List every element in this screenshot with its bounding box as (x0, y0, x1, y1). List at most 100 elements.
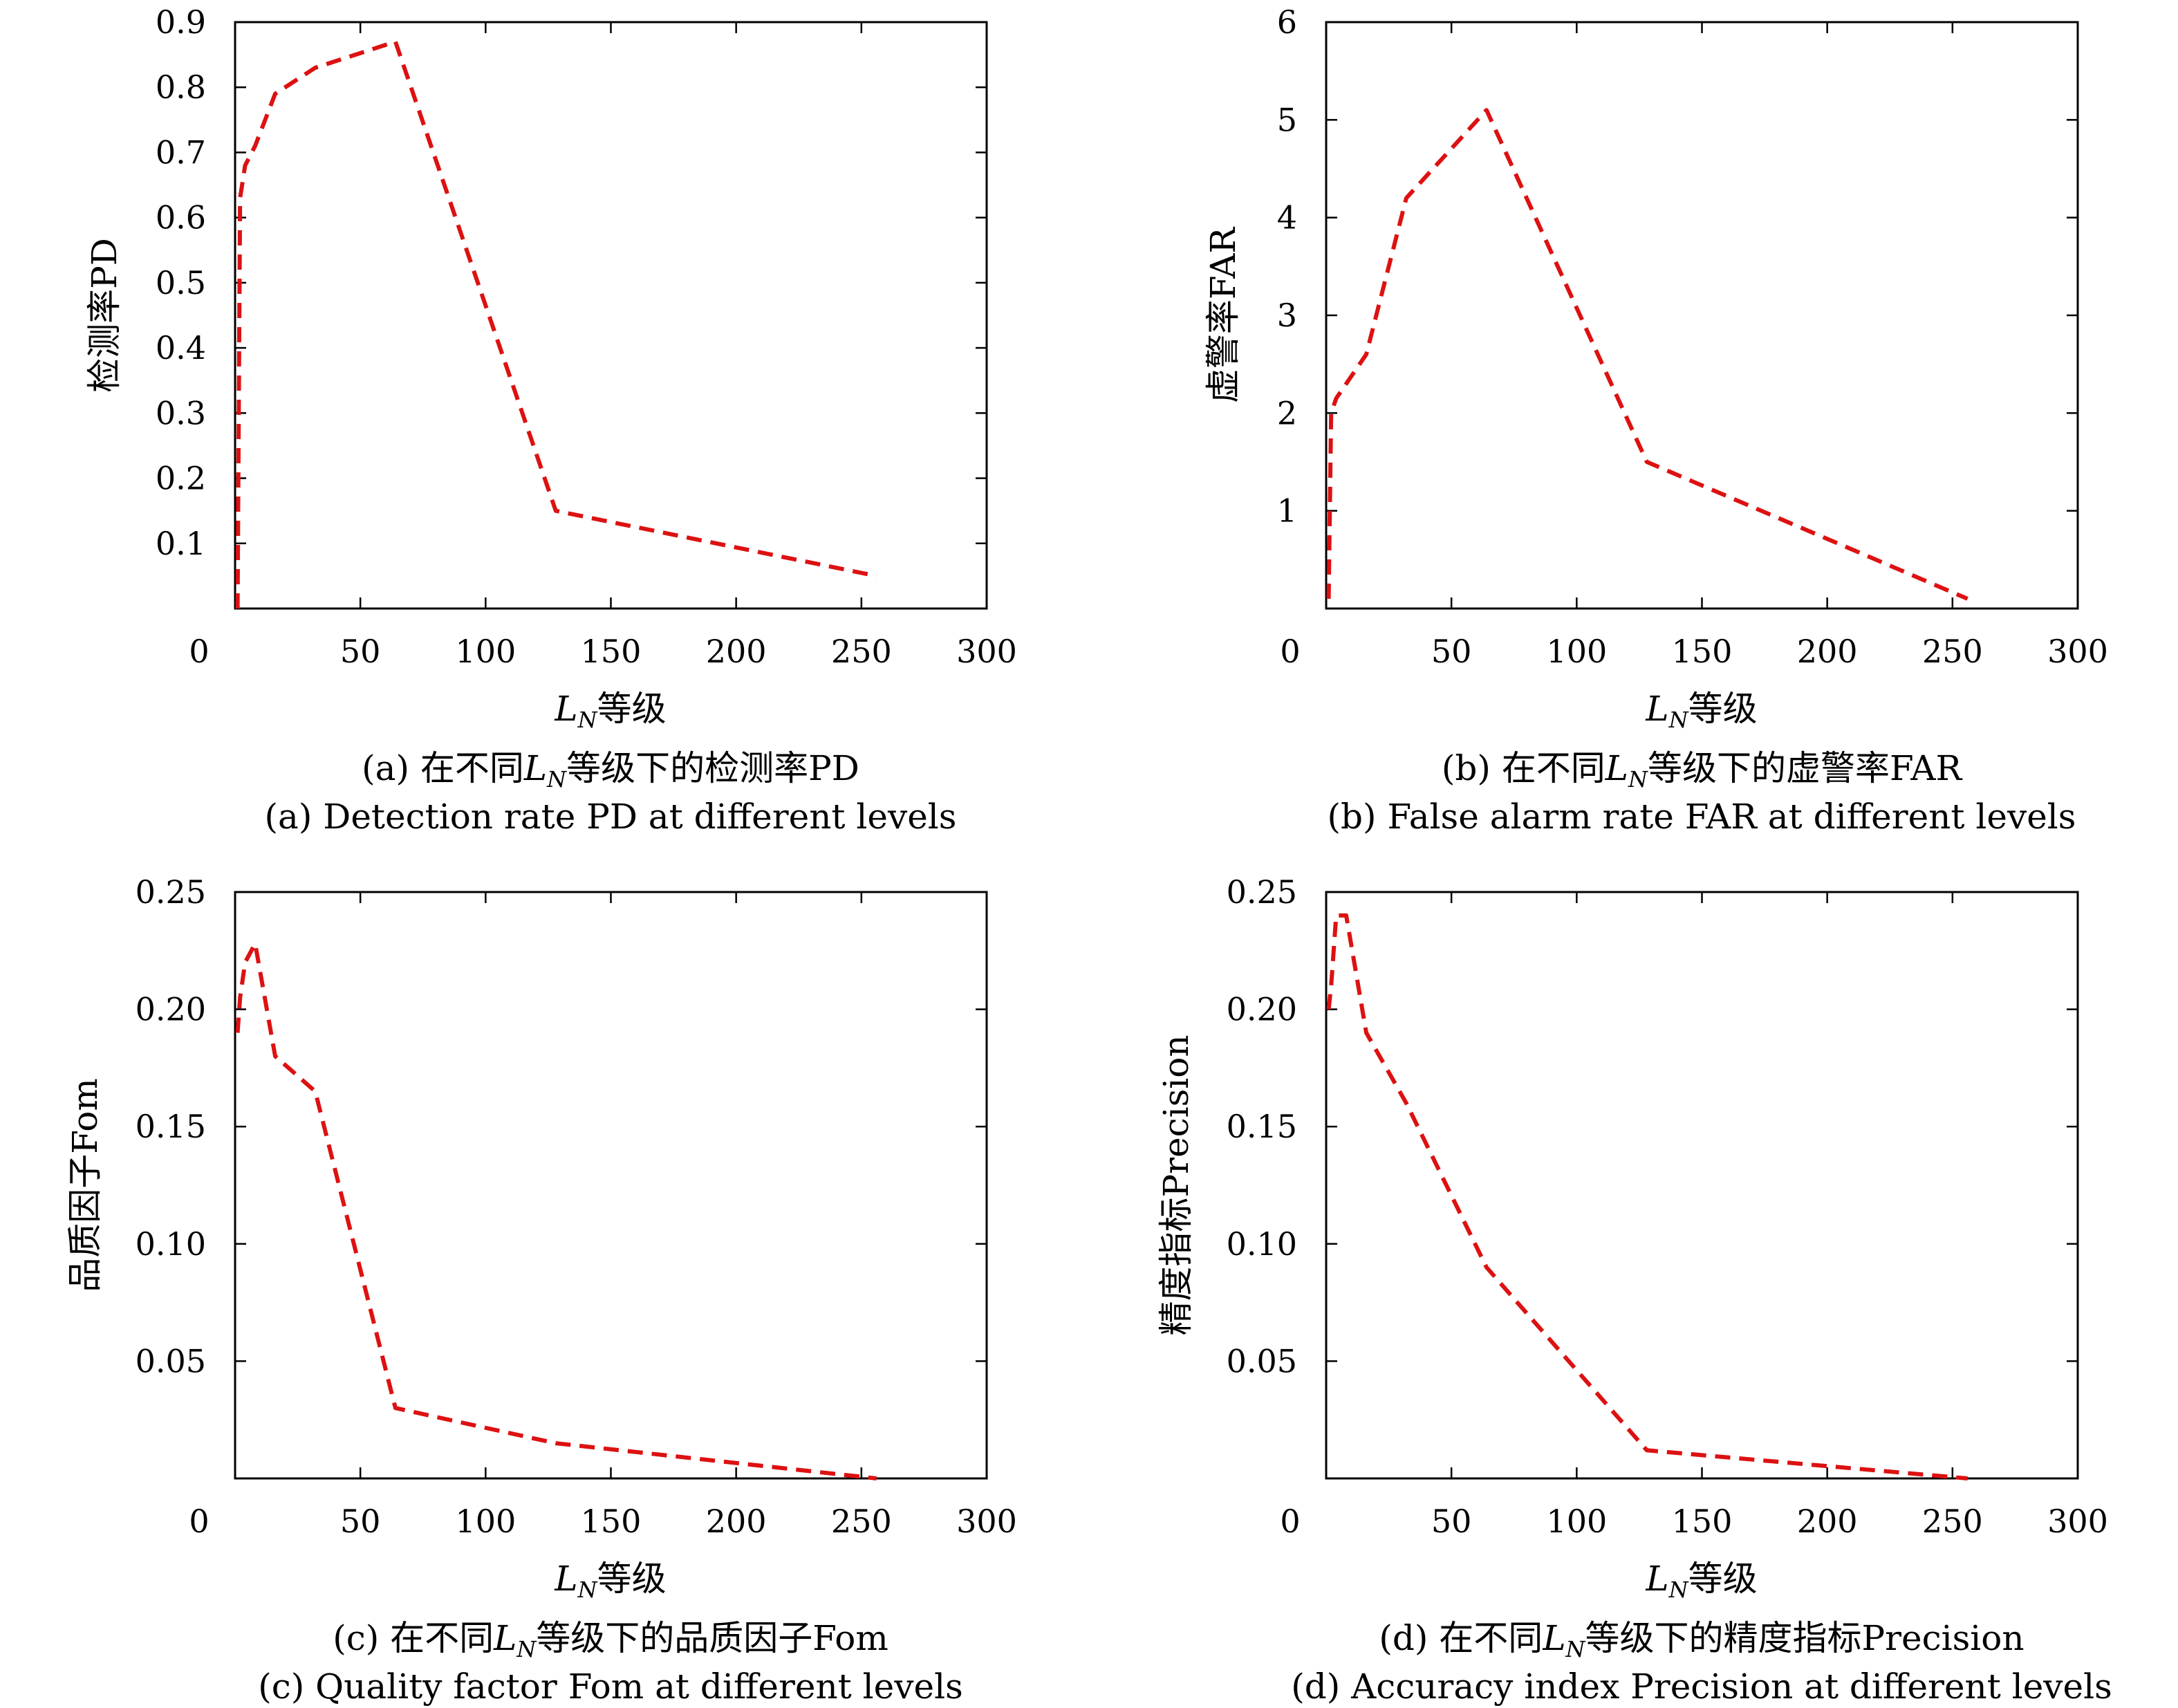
y-tick-label: 0.05 (136, 1342, 206, 1380)
chart-c: 0 50 100 150 200 250 300 0.05 0.10 0.15 0.20 0.25 品质… (65, 873, 1017, 1707)
x-tick-label: 200 (1797, 633, 1858, 670)
plot-frame (1325, 891, 2079, 1480)
caption-cn-math: L (523, 748, 547, 788)
y-axis-label: 精度指标Precision (1156, 1034, 1196, 1335)
x-tick-label: 300 (956, 633, 1017, 670)
x-tick-label: 200 (706, 633, 767, 670)
y-tick-label: 2 (1277, 394, 1297, 431)
x-tick-label: 250 (1922, 1503, 1983, 1540)
x-tick-label: 0 (1280, 633, 1300, 670)
caption-cn: (c) 在不同LN等级下的品质因子Fom (333, 1618, 888, 1662)
x-tick-label: 250 (831, 1503, 892, 1540)
caption-en: (d) Accuracy index Precision at differen… (1291, 1667, 2112, 1707)
x-tick-label: 50 (1431, 1503, 1472, 1540)
y-tick-label: 1 (1277, 492, 1297, 530)
caption-cn: (a) 在不同LN等级下的检测率PD (362, 748, 859, 792)
y-tick-label: 0.1 (156, 525, 206, 562)
x-axis-label-sub: N (577, 1577, 598, 1603)
x-axis-label-math: L (554, 689, 577, 729)
y-tick-label: 4 (1277, 199, 1297, 236)
x-tick-label: 150 (581, 633, 642, 670)
y-tick-label: 0.4 (156, 329, 206, 366)
caption-cn-sub: N (1565, 1636, 1586, 1662)
x-axis-label: LN等级 (554, 1559, 666, 1603)
caption-cn-sub: N (1628, 766, 1648, 792)
x-tick-label: 50 (1431, 633, 1472, 670)
y-tick-label: 0.25 (136, 873, 206, 911)
caption-cn-math: L (493, 1618, 516, 1658)
y-tick-label: 0.7 (156, 133, 206, 171)
y-tick-label: 0.3 (156, 394, 206, 431)
caption-cn-prefix: (d) 在不同 (1379, 1618, 1543, 1658)
x-tick-label: 0 (189, 1503, 209, 1540)
caption-cn-prefix: (a) 在不同 (362, 748, 524, 788)
x-axis-label-text: 等级 (1688, 689, 1758, 729)
y-tick-label: 0.10 (1227, 1225, 1297, 1263)
caption-cn-sub: N (516, 1636, 537, 1662)
x-tick-label: 50 (340, 1503, 381, 1540)
x-axis-label-sub: N (577, 707, 598, 733)
x-tick-label: 250 (1922, 633, 1983, 670)
caption-cn-prefix: (c) 在不同 (333, 1618, 494, 1658)
y-tick-label: 0.6 (156, 199, 206, 236)
y-tick-label: 0.10 (136, 1225, 206, 1263)
y-tick-label: 0.25 (1227, 873, 1297, 911)
caption-cn-suffix: 等级下的检测率PD (566, 748, 859, 788)
caption-cn: (d) 在不同LN等级下的精度指标Precision (1379, 1618, 2024, 1662)
caption-cn-suffix: 等级下的精度指标Precision (1585, 1618, 2025, 1658)
x-axis-label: LN等级 (554, 689, 666, 733)
caption-cn-sub: N (546, 766, 567, 792)
x-tick-label: 150 (1672, 633, 1733, 670)
chart-a: 0 50 100 150 200 250 300 0.1 0.2 0.3 0.4 0.5 0.6 0.7 0… (84, 3, 1017, 837)
caption-cn: (b) 在不同LN等级下的虚警率FAR (1442, 748, 1963, 792)
x-tick-label: 0 (189, 633, 209, 670)
series-line (235, 39, 877, 609)
y-tick-label: 0.15 (136, 1108, 206, 1145)
x-axis-label: LN等级 (1645, 689, 1757, 733)
caption-en: (b) False alarm rate FAR at different le… (1328, 797, 2076, 837)
series-line (1326, 913, 1968, 1480)
x-axis-label-sub: N (1668, 707, 1689, 733)
series-line (235, 941, 877, 1480)
y-tick-label: 0.9 (156, 3, 206, 41)
x-axis-label: LN等级 (1645, 1559, 1757, 1603)
y-tick-label: 0.20 (1227, 991, 1297, 1028)
y-tick-label: 0.8 (156, 68, 206, 106)
x-tick-label: 250 (831, 633, 892, 670)
series-line (1326, 108, 1968, 601)
caption-cn-math: L (1542, 1618, 1565, 1658)
x-tick-label: 150 (1672, 1503, 1733, 1540)
x-tick-label: 300 (2047, 1503, 2108, 1540)
plot-frame (1325, 21, 2079, 610)
x-tick-label: 100 (455, 1503, 516, 1540)
x-tick-label: 200 (1797, 1503, 1858, 1540)
x-axis-label-text: 等级 (597, 689, 667, 729)
x-tick-label: 100 (1546, 633, 1607, 670)
x-tick-label: 150 (581, 1503, 642, 1540)
y-axis-label: 检测率PD (84, 238, 124, 393)
y-tick-label: 0.2 (156, 460, 206, 497)
x-axis-label-text: 等级 (597, 1559, 667, 1599)
chart-d: 0 50 100 150 200 250 300 0.05 0.10 0.15 0.20 0.25 精度… (1156, 873, 2112, 1707)
x-tick-label: 0 (1280, 1503, 1300, 1540)
y-tick-label: 6 (1277, 3, 1297, 41)
y-tick-label: 0.15 (1227, 1108, 1297, 1145)
x-tick-label: 100 (1546, 1503, 1607, 1540)
x-tick-label: 300 (2047, 633, 2108, 670)
caption-cn-prefix: (b) 在不同 (1442, 748, 1605, 788)
x-tick-label: 200 (706, 1503, 767, 1540)
x-tick-label: 300 (956, 1503, 1017, 1540)
x-axis-label-math: L (1645, 1559, 1668, 1599)
x-tick-label: 100 (455, 633, 516, 670)
caption-en: (c) Quality factor Fom at different leve… (258, 1667, 962, 1707)
caption-cn-math: L (1605, 748, 1628, 788)
y-axis-label: 品质因子Fom (65, 1078, 105, 1292)
y-tick-label: 3 (1277, 297, 1297, 334)
y-tick-label: 5 (1277, 101, 1297, 138)
y-axis-label: 虚警率FAR (1203, 227, 1243, 403)
plot-frame (234, 21, 988, 610)
caption-cn-suffix: 等级下的品质因子Fom (536, 1618, 888, 1658)
y-tick-label: 0.20 (136, 991, 206, 1028)
